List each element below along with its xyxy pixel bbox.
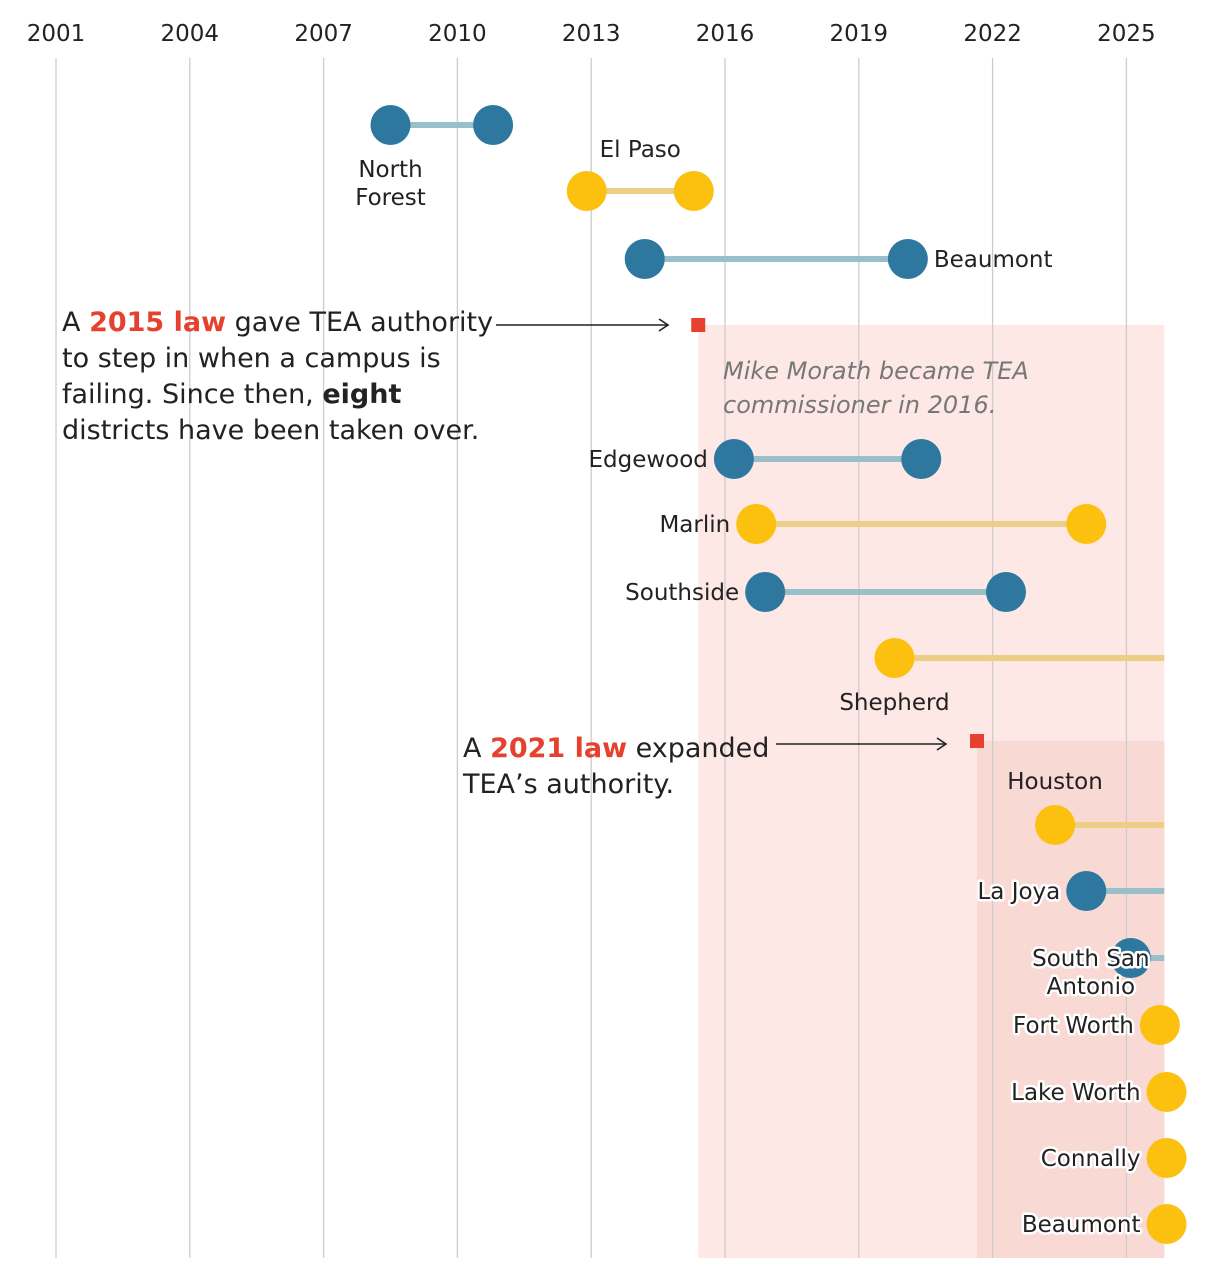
district-label: Fort Worth — [1013, 1013, 1134, 1039]
district-end-dot — [473, 105, 514, 145]
district-end-dot — [1066, 504, 1107, 544]
district-end-dot — [887, 239, 928, 279]
annotation-2021-law: A 2021 law expanded TEA’s authority. — [462, 733, 948, 800]
district-row: Marlin — [659, 504, 1107, 544]
annotation-2021-line2: TEA’s authority. — [462, 769, 674, 800]
tick-label-2013: 2013 — [562, 21, 621, 47]
district-label: Shepherd — [839, 690, 949, 716]
morath-note: Mike Morath became TEA commissioner in 2… — [723, 357, 1029, 419]
district-row: La Joya — [975, 871, 1165, 911]
tick-label-2016: 2016 — [696, 21, 755, 47]
district-start-dot — [370, 105, 411, 145]
annotation-2015-law: A 2015 law gave TEA authority to step in… — [62, 307, 670, 446]
tick-label-2019: 2019 — [830, 21, 889, 47]
district-row: Shepherd — [839, 638, 1165, 716]
annotation-2015-line3: failing. Since then, eight — [62, 379, 401, 410]
district-label: Marlin — [659, 512, 730, 538]
district-row: Beaumont — [624, 239, 1053, 279]
district-start-dot — [1066, 871, 1107, 911]
district-row: Edgewood — [588, 439, 942, 479]
district-row: Lake Worth — [1009, 1072, 1187, 1112]
annotation-2015-arrow-head — [658, 318, 670, 332]
tick-label-2022: 2022 — [963, 21, 1022, 47]
district-label: Beaumont — [934, 247, 1053, 273]
tick-label-2001: 2001 — [27, 21, 86, 47]
district-start-dot — [1146, 1072, 1187, 1112]
district-start-dot — [624, 239, 665, 279]
district-start-dot — [1146, 1204, 1187, 1244]
tick-label-2004: 2004 — [161, 21, 220, 47]
district-label: Lake Worth — [1011, 1080, 1140, 1106]
district-label: Connally — [1041, 1146, 1141, 1172]
district-start-dot — [1110, 938, 1151, 978]
district-start-dot — [736, 504, 777, 544]
district-row: Houston — [1007, 769, 1165, 845]
annotation-2021-line1: A 2021 law expanded — [463, 733, 769, 764]
district-start-dot — [874, 638, 915, 678]
law-marker-2021 — [969, 734, 984, 748]
district-label: Southside — [625, 580, 739, 606]
district-label: La Joya — [977, 879, 1060, 905]
annotation-2015-line1: A 2015 law gave TEA authority — [62, 307, 493, 338]
annotation-2015-line4: districts have been taken over. — [62, 415, 479, 446]
district-label: Antonio — [1047, 974, 1135, 1000]
district-start-dot — [745, 572, 786, 612]
annotation-2015-line2: to step in when a campus is — [62, 343, 441, 374]
district-label: Forest — [355, 185, 426, 211]
year-tick-labels: 2001 2004 2007 2010 2013 2016 2019 2022 2025 — [27, 21, 1156, 47]
district-end-dot — [985, 572, 1026, 612]
district-label: South San — [1032, 946, 1149, 972]
district-row: Southside — [625, 572, 1026, 612]
district-start-dot — [566, 171, 607, 211]
law-markers — [691, 318, 984, 748]
district-label: Edgewood — [588, 447, 707, 473]
district-end-dot — [901, 439, 942, 479]
district-row: Connally — [1038, 1138, 1187, 1178]
district-start-dot — [1035, 805, 1076, 845]
district-row: El Paso — [566, 137, 714, 211]
morath-note-line2: commissioner in 2016. — [723, 391, 996, 419]
annotation-2021-arrow-head — [936, 737, 948, 751]
district-label: Beaumont — [1022, 1212, 1141, 1238]
tick-label-2025: 2025 — [1097, 21, 1156, 47]
district-start-dot — [1146, 1138, 1187, 1178]
law-marker-2015 — [691, 318, 706, 332]
district-row: Fort Worth — [1011, 1005, 1180, 1045]
district-label: North — [358, 157, 422, 183]
district-label: Houston — [1007, 769, 1103, 795]
tick-label-2007: 2007 — [294, 21, 353, 47]
district-start-dot — [1139, 1005, 1180, 1045]
district-label: El Paso — [600, 137, 681, 163]
district-row: Beaumont — [1019, 1204, 1187, 1244]
district-end-dot — [673, 171, 714, 211]
tick-label-2010: 2010 — [428, 21, 487, 47]
morath-note-line1: Mike Morath became TEA — [723, 357, 1029, 385]
district-start-dot — [713, 439, 754, 479]
